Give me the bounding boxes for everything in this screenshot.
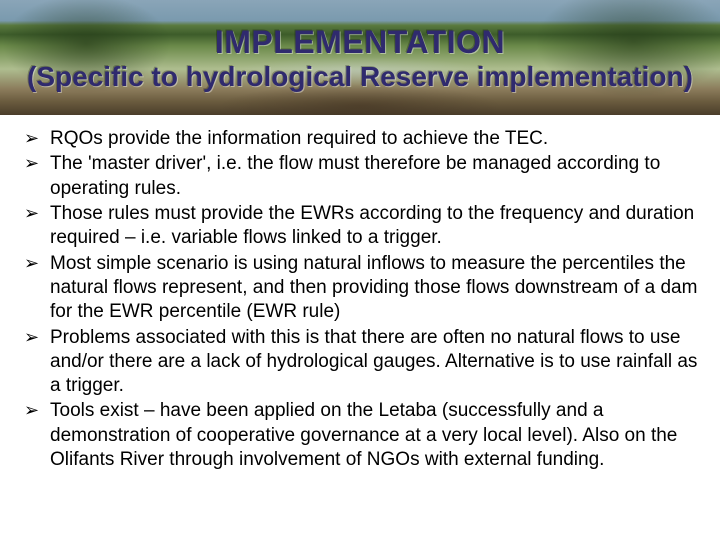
list-item: Most simple scenario is using natural in… <box>22 252 698 325</box>
list-item: Tools exist – have been applied on the L… <box>22 399 698 472</box>
list-item: Those rules must provide the EWRs accord… <box>22 202 698 251</box>
list-item: The 'master driver', i.e. the flow must … <box>22 152 698 201</box>
slide: IMPLEMENTATION (Specific to hydrological… <box>0 0 720 540</box>
title-line-1: IMPLEMENTATION <box>215 24 505 61</box>
slide-content: RQOs provide the information required to… <box>0 115 720 483</box>
slide-header: IMPLEMENTATION (Specific to hydrological… <box>0 0 720 115</box>
list-item: RQOs provide the information required to… <box>22 127 698 151</box>
title-line-2: (Specific to hydrological Reserve implem… <box>27 61 693 93</box>
bullet-list: RQOs provide the information required to… <box>22 127 698 472</box>
list-item: Problems associated with this is that th… <box>22 326 698 399</box>
